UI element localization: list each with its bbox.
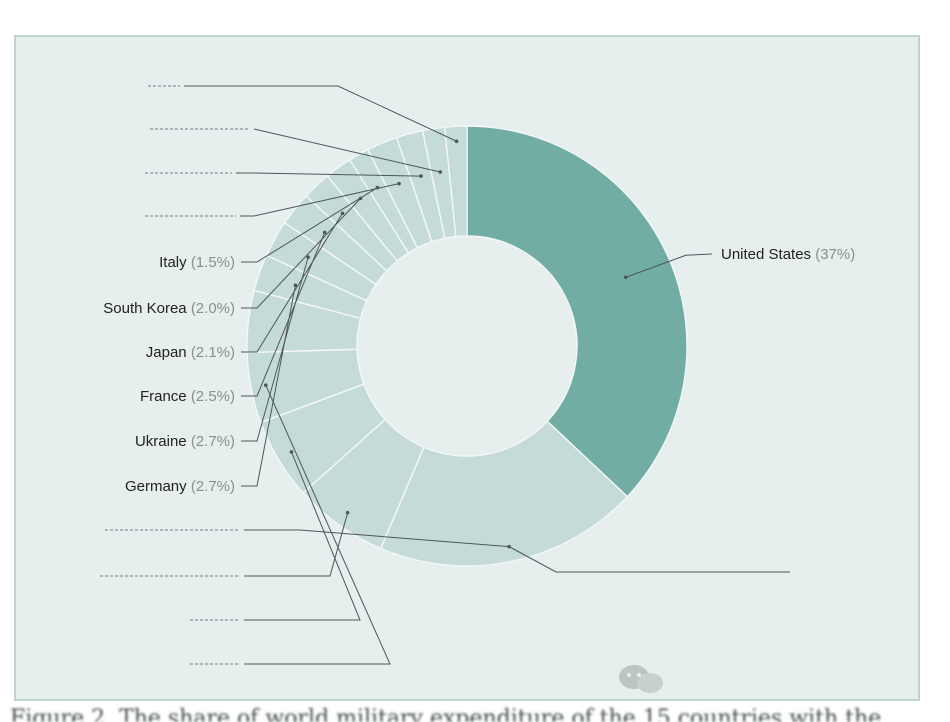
slices-group <box>246 125 688 567</box>
slice-other-9 <box>443 125 468 238</box>
label-japan: Japan (2.1%) <box>146 344 235 361</box>
wechat-icon <box>619 665 663 693</box>
leader-line-other-8 <box>253 128 441 173</box>
figure-caption: Figure 2. The share of world military ex… <box>10 706 882 722</box>
leader-line-bottom-right <box>508 546 790 573</box>
leader-line-other-9 <box>184 85 457 142</box>
leader-line-france <box>241 232 326 397</box>
label-france: France (2.5%) <box>140 388 235 405</box>
leader-line-italy <box>241 187 378 263</box>
slice-other-1 <box>379 420 629 567</box>
label-germany: Germany (2.7%) <box>125 478 235 495</box>
leader-line-other-3 <box>244 451 361 621</box>
label-italy: Italy (1.5%) <box>159 254 235 271</box>
label-south-korea: South Korea (2.0%) <box>103 300 235 317</box>
leader-line-united-states <box>625 253 713 278</box>
label-ukraine: Ukraine (2.7%) <box>135 433 235 450</box>
label-united-states: United States (37%) <box>721 246 855 263</box>
leader-lines-group <box>184 85 790 665</box>
leader-line-ukraine <box>241 257 309 442</box>
leader-line-other-7 <box>236 172 422 177</box>
leader-line-other-1 <box>244 529 510 548</box>
leader-line-other-4 <box>244 384 391 665</box>
leader-line-south-korea <box>241 198 361 309</box>
slice-united-states <box>466 125 688 498</box>
labels-group: United States (37%) Italy (1.5%) South Kor… <box>100 85 855 665</box>
leader-line-germany <box>241 285 296 487</box>
leader-line-other-6 <box>240 183 400 217</box>
leader-line-other-2 <box>244 512 349 577</box>
